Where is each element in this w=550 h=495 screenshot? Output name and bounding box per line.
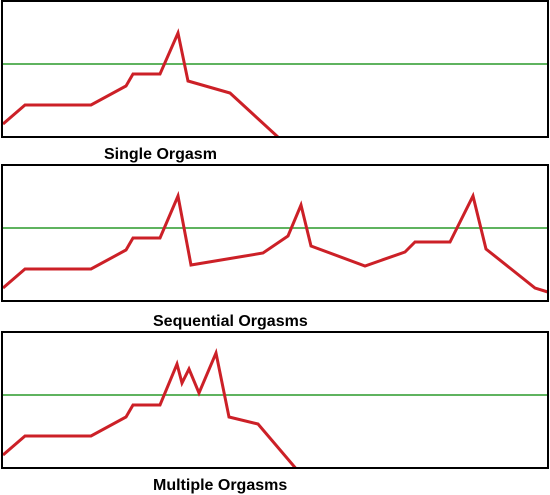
sequential-orgasms-caption: Sequential Orgasms bbox=[153, 313, 308, 330]
arousal-curve bbox=[3, 347, 297, 467]
multiple-orgasms-plot bbox=[3, 347, 547, 467]
multiple-orgasms-caption: Multiple Orgasms bbox=[153, 477, 288, 494]
sequential-orgasms-plot bbox=[3, 190, 547, 294]
single-orgasm-caption: Single Orgasm bbox=[104, 146, 217, 163]
arousal-curve bbox=[3, 28, 280, 136]
multiple-orgasms-diagram bbox=[1, 331, 549, 469]
sequential-orgasms-diagram bbox=[1, 164, 549, 302]
arousal-curve bbox=[3, 190, 547, 294]
single-orgasm-plot bbox=[3, 28, 547, 136]
single-orgasm-diagram bbox=[1, 0, 549, 138]
